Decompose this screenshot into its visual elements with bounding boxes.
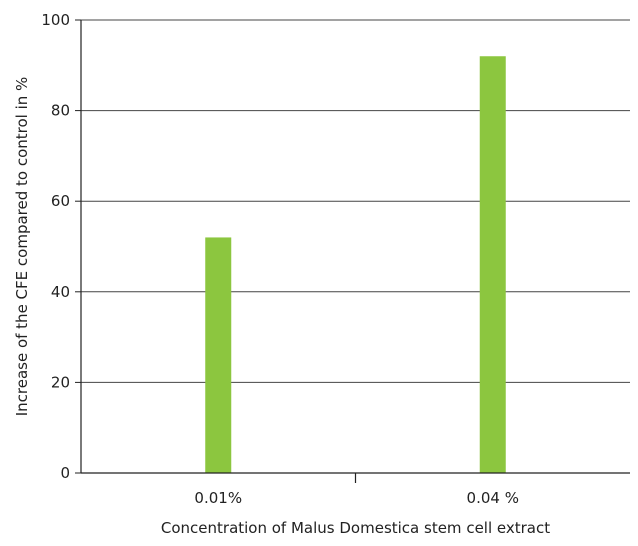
y-tick-label: 40 [51, 283, 70, 301]
x-axis-title: Concentration of Malus Domestica stem ce… [161, 519, 550, 537]
bars [205, 56, 506, 474]
x-tick-label: 0.01% [194, 489, 242, 507]
y-tick-label: 0 [60, 464, 70, 482]
y-tick-label: 100 [41, 11, 70, 29]
x-tick-label: 0.04 % [467, 489, 519, 507]
y-tick-label: 20 [51, 373, 70, 391]
y-tick-label: 60 [51, 192, 70, 210]
bar-2 [479, 56, 506, 474]
grid-lines [81, 19, 630, 383]
x-tick-labels: 0.01% 0.04 % [194, 489, 519, 507]
axes [80, 20, 630, 483]
y-axis-title: Increase of the CFE compared to control … [13, 77, 31, 417]
y-tick-labels: 0 20 40 60 80 100 [41, 11, 81, 482]
y-tick-label: 80 [51, 102, 70, 120]
bar-1 [205, 237, 232, 473]
